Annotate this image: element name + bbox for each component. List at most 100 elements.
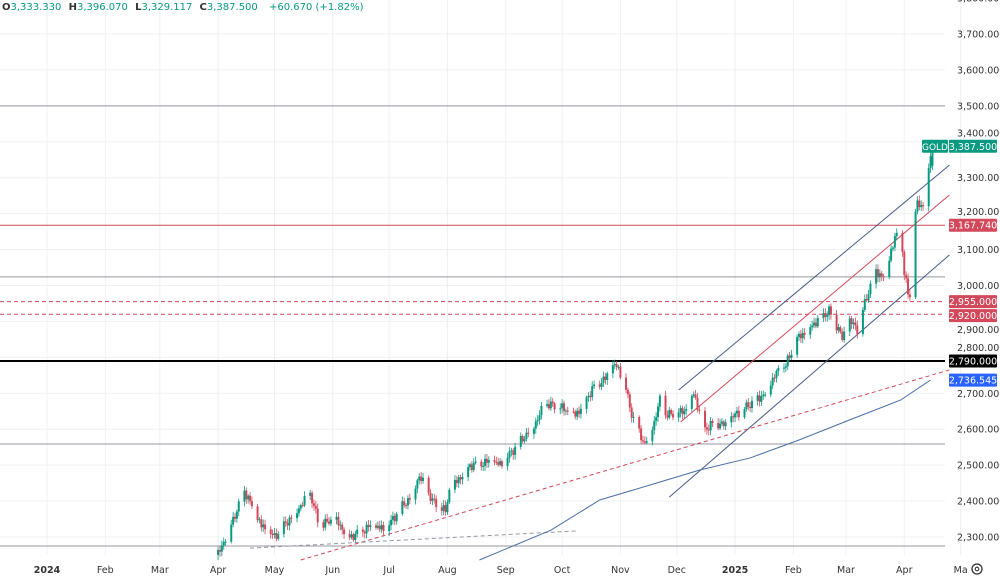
candle-body xyxy=(918,200,921,208)
candle-body xyxy=(927,168,930,207)
candle-body xyxy=(391,515,394,520)
time-tick-label: Mar xyxy=(837,565,855,576)
candle-body xyxy=(444,505,447,513)
price-tick-label: 3,500.000 xyxy=(957,101,1000,112)
candle-body xyxy=(297,508,300,514)
candle-body xyxy=(758,395,761,402)
open-label: O xyxy=(2,2,11,13)
candle-body xyxy=(559,408,562,410)
candle-body xyxy=(643,441,646,443)
symbol-tag-bg xyxy=(922,139,948,153)
settings-gear-icon[interactable] xyxy=(971,563,983,575)
price-tick-label: 2,700.000 xyxy=(957,389,1000,400)
candle-body xyxy=(296,513,299,519)
candle-body xyxy=(835,314,838,331)
candle-body xyxy=(375,525,377,528)
candle-body xyxy=(249,495,252,502)
candle-body xyxy=(224,541,227,543)
candle-body xyxy=(277,534,280,539)
level-price-label: 3,167.740 xyxy=(949,221,997,232)
candle-body xyxy=(760,396,763,402)
level-price-label-bg xyxy=(949,354,997,368)
candle-body xyxy=(250,501,253,507)
candle-body xyxy=(878,273,881,278)
candle-body xyxy=(414,488,417,500)
candle-body xyxy=(589,395,592,398)
candle-body xyxy=(303,495,306,506)
candle-body xyxy=(440,507,443,511)
candle-body xyxy=(737,410,740,418)
candle-body xyxy=(801,332,804,339)
candle-body xyxy=(514,446,517,455)
candle-body xyxy=(341,524,344,530)
candle-body xyxy=(756,395,759,401)
candle-body xyxy=(322,522,325,528)
time-tick-label: Feb xyxy=(97,565,114,576)
time-axis[interactable]: 2024 Feb Mar Apr May Jun Jul Aug Sep Oct Nov Dec 202… xyxy=(34,565,968,576)
candle-body xyxy=(653,420,656,431)
candle-body xyxy=(664,395,667,416)
candle-body xyxy=(931,146,934,166)
candle-body xyxy=(611,365,614,374)
time-tick-label: Jun xyxy=(324,565,340,576)
candle-body xyxy=(613,364,616,366)
candle-body xyxy=(406,498,409,506)
candle-body xyxy=(848,318,851,332)
candle-body xyxy=(235,511,238,519)
candle-body xyxy=(907,278,910,295)
candle-body xyxy=(455,479,458,484)
candle-body xyxy=(658,395,661,407)
time-tick-label: Nov xyxy=(611,565,630,576)
candle-body xyxy=(314,505,317,509)
candle-body xyxy=(282,521,285,535)
candle-body xyxy=(470,464,473,470)
candle-body xyxy=(892,247,894,249)
candle-body xyxy=(365,524,368,534)
level-price-label-bg xyxy=(949,309,997,323)
candle-body xyxy=(453,479,456,490)
candle-body xyxy=(512,450,515,455)
candle-body xyxy=(299,505,302,509)
candle-body xyxy=(880,273,883,277)
candle-body xyxy=(916,200,919,212)
support-dashed-line xyxy=(300,369,950,561)
candle-body xyxy=(732,416,735,418)
candle-body xyxy=(506,457,509,467)
close-label: C xyxy=(199,2,207,13)
candle-body xyxy=(301,505,304,507)
candle-body xyxy=(361,529,364,532)
price-tick-label: 2,600.000 xyxy=(957,425,1000,436)
candle-body xyxy=(245,490,248,500)
candle-body xyxy=(882,276,885,278)
candle-body xyxy=(839,327,842,332)
candle-body xyxy=(563,403,565,411)
candle-body xyxy=(690,395,693,409)
candle-body xyxy=(704,410,706,428)
channel-mid-line xyxy=(680,194,950,423)
candle-body xyxy=(850,318,853,325)
candle-body xyxy=(617,366,620,368)
candle-body xyxy=(632,416,635,418)
candle-body xyxy=(602,376,605,383)
candle-body xyxy=(843,331,846,341)
candle-body xyxy=(747,402,750,407)
candle-body xyxy=(920,205,923,208)
candle-body xyxy=(591,386,594,398)
candle-body xyxy=(585,397,588,409)
candle-body xyxy=(354,533,357,540)
candle-body xyxy=(751,400,753,409)
candle-body xyxy=(749,406,752,409)
candle-body xyxy=(484,458,487,466)
candle-body xyxy=(893,236,896,248)
candle-body xyxy=(269,529,272,535)
time-tick-label: May xyxy=(265,565,285,576)
candle-body xyxy=(824,313,827,317)
candle-body xyxy=(638,416,641,429)
time-tick-label: Jul xyxy=(382,565,394,576)
candle-body xyxy=(482,465,485,467)
channel-upper-line xyxy=(678,164,950,391)
candle-body xyxy=(288,517,291,526)
candle-body xyxy=(508,451,511,458)
price-axis[interactable]: 3,800.000 3,700.000 3,600.000 3,500.000 3,40… xyxy=(957,0,1000,544)
